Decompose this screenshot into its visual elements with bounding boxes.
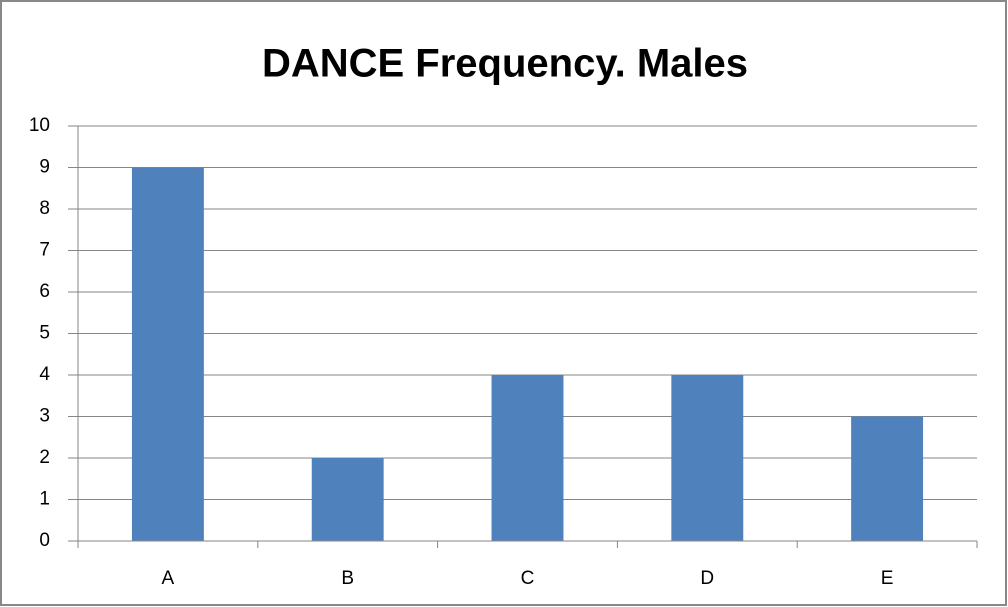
x-tick-label: B xyxy=(341,568,354,589)
y-tick-label: 2 xyxy=(39,447,50,468)
x-tick-label: A xyxy=(162,568,175,589)
bar xyxy=(851,416,924,541)
bar xyxy=(671,375,744,541)
y-tick-label: 3 xyxy=(39,406,50,427)
y-tick-label: 1 xyxy=(39,489,50,510)
bar xyxy=(311,458,384,541)
y-tick-label: 7 xyxy=(39,240,50,261)
bar xyxy=(131,167,204,541)
y-tick-label: 6 xyxy=(39,281,50,302)
y-tick-label: 5 xyxy=(39,323,50,344)
y-tick-label: 8 xyxy=(39,198,50,219)
bar xyxy=(491,375,564,541)
x-tick-label: C xyxy=(521,568,535,589)
y-tick-label: 0 xyxy=(39,530,50,551)
chart-title: DANCE Frequency. Males xyxy=(262,42,748,86)
y-tick-label: 10 xyxy=(29,115,50,136)
x-tick-label: E xyxy=(881,568,894,589)
y-tick-label: 9 xyxy=(39,157,50,178)
y-tick-label: 4 xyxy=(39,364,50,385)
x-tick-label: D xyxy=(700,568,714,589)
